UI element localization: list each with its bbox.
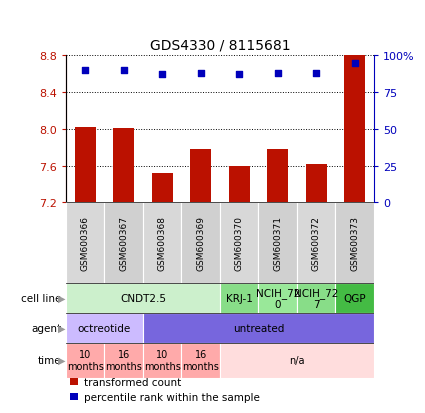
Text: 16
months: 16 months	[182, 349, 219, 371]
Point	[351, 60, 358, 67]
Point	[120, 68, 127, 74]
Text: cell line: cell line	[21, 293, 62, 303]
Text: GSM600372: GSM600372	[312, 216, 321, 271]
Bar	[181, 203, 220, 283]
Text: 16
months: 16 months	[105, 349, 142, 371]
Bar	[190, 150, 211, 203]
Bar	[220, 283, 258, 313]
Text: percentile rank within the sample: percentile rank within the sample	[84, 392, 260, 402]
Point	[197, 71, 204, 77]
Bar	[258, 283, 297, 313]
Text: untreated: untreated	[233, 323, 284, 333]
Bar	[143, 313, 374, 343]
Text: GSM600371: GSM600371	[273, 216, 282, 271]
Text: GSM600367: GSM600367	[119, 216, 128, 271]
Text: 10
months: 10 months	[67, 349, 104, 371]
Bar	[306, 164, 327, 203]
Bar	[143, 203, 181, 283]
Point	[236, 72, 243, 78]
Bar	[220, 203, 258, 283]
Text: GSM600366: GSM600366	[81, 216, 90, 271]
Text: n/a: n/a	[289, 355, 305, 366]
Bar	[74, 128, 96, 203]
Text: CNDT2.5: CNDT2.5	[120, 293, 166, 303]
Bar	[66, 313, 143, 343]
Text: GSM600369: GSM600369	[196, 216, 205, 271]
Text: NCIH_72
0: NCIH_72 0	[255, 287, 300, 309]
Text: 10
months: 10 months	[144, 349, 181, 371]
Text: octreotide: octreotide	[78, 323, 131, 333]
Bar	[267, 150, 288, 203]
Bar	[152, 173, 173, 203]
Bar	[66, 203, 105, 283]
Text: ▶: ▶	[57, 323, 65, 333]
Text: QGP: QGP	[343, 293, 366, 303]
Text: ▶: ▶	[57, 293, 65, 303]
Text: ▶: ▶	[57, 355, 65, 366]
Bar	[105, 203, 143, 283]
Bar	[113, 128, 134, 203]
Bar	[229, 166, 250, 203]
Text: GSM600370: GSM600370	[235, 216, 244, 271]
Bar	[258, 203, 297, 283]
Point	[274, 71, 281, 77]
Point	[313, 71, 320, 77]
Bar	[344, 55, 366, 203]
Bar	[66, 283, 220, 313]
Bar	[143, 343, 181, 378]
Point	[82, 68, 88, 74]
Text: time: time	[38, 355, 62, 366]
Text: GSM600368: GSM600368	[158, 216, 167, 271]
Text: GSM600373: GSM600373	[350, 216, 359, 271]
Bar	[181, 343, 220, 378]
Text: agent: agent	[31, 323, 62, 333]
Bar	[66, 343, 105, 378]
Bar	[297, 283, 335, 313]
Title: GDS4330 / 8115681: GDS4330 / 8115681	[150, 38, 290, 52]
Bar	[297, 203, 335, 283]
Bar	[335, 203, 374, 283]
Text: transformed count: transformed count	[84, 377, 181, 387]
Bar	[335, 283, 374, 313]
Point	[159, 72, 166, 78]
Text: NCIH_72
7: NCIH_72 7	[294, 287, 338, 309]
Text: KRJ-1: KRJ-1	[226, 293, 252, 303]
Bar	[105, 343, 143, 378]
Bar	[220, 343, 374, 378]
